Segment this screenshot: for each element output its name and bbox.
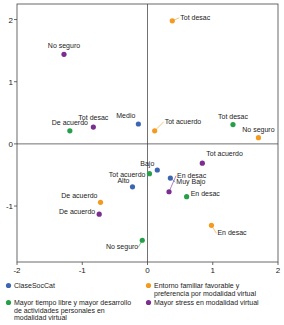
point <box>209 223 214 228</box>
zero-line-y <box>17 143 278 144</box>
x-tick <box>17 262 18 265</box>
x-tick-label: 0 <box>145 266 150 275</box>
y-tick <box>14 19 17 20</box>
point <box>147 171 152 176</box>
legend: ClaseSocCat Entorno familiar favorable yp… <box>6 282 259 321</box>
point-label: No seguro <box>48 42 80 50</box>
chart-container: -2 -1 0 1 2 -1 0 1 2 Medio Bajo Alto Muy Bajo Tot des… <box>0 0 284 325</box>
point-label: De acuerdo <box>61 192 97 199</box>
leader-line <box>169 176 176 192</box>
point-label: Tot acuerdo <box>109 171 146 178</box>
point <box>230 122 235 127</box>
x-tick-label: -1 <box>79 266 87 275</box>
x-tick <box>147 262 148 265</box>
point-label: Tot acuerdo <box>165 118 202 125</box>
legend-label: Entorno familiar favorable ypreferencia … <box>154 282 256 298</box>
point <box>155 167 160 172</box>
legend-label: Mayor tiempo libre y mayor desarrollode … <box>14 299 131 321</box>
point-label: Medio <box>116 112 135 119</box>
point-label: Alto <box>117 177 129 184</box>
point-label: Tot desac <box>78 114 108 121</box>
point-label: No seguro <box>242 126 274 134</box>
legend-line: modalidad virtual <box>14 314 67 321</box>
y-tick-label: 2 <box>9 16 14 25</box>
point-label: En desac <box>177 172 207 179</box>
point <box>130 184 135 189</box>
x-tick <box>278 262 279 265</box>
point-label: Bajo <box>140 160 154 168</box>
x-tick-label: 2 <box>276 266 281 275</box>
point-label: De acuerdo <box>59 208 95 215</box>
legend-line: Mayor stress en modalidad virtual <box>154 299 259 307</box>
y-tick-label: -1 <box>6 202 14 211</box>
point <box>91 124 96 129</box>
point <box>170 18 175 23</box>
x-tick-label: 1 <box>211 266 216 275</box>
leader-line <box>172 18 179 21</box>
legend-label: ClaseSocCat <box>14 282 55 289</box>
y-tick <box>14 81 17 82</box>
chart-svg: -2 -1 0 1 2 -1 0 1 2 Medio Bajo Alto Muy Bajo Tot des… <box>0 0 284 325</box>
legend-label: Mayor stress en modalidad virtual <box>154 299 259 307</box>
leader-line <box>138 240 142 247</box>
x-tick <box>82 262 83 265</box>
zero-line-x <box>147 4 148 262</box>
x-tick-label: -2 <box>13 266 21 275</box>
point-label: En desac <box>191 190 221 197</box>
leader-line <box>211 225 216 233</box>
leader-line <box>155 122 164 131</box>
point <box>136 121 141 126</box>
y-tick-label: 0 <box>9 140 14 149</box>
y-tick <box>14 143 17 144</box>
point <box>200 161 205 166</box>
point-label: Muy Bajo <box>176 178 205 186</box>
legend-line: ClaseSocCat <box>14 282 55 289</box>
point <box>67 128 72 133</box>
point <box>97 212 102 217</box>
point-label: Tot acuerdo <box>206 150 243 157</box>
point <box>98 200 103 205</box>
plot-area <box>17 4 278 262</box>
point <box>256 135 261 140</box>
point-labels: Medio Bajo Alto Muy Bajo Tot desac Tot acuerd… <box>48 14 275 251</box>
point <box>61 52 66 57</box>
point-label: En desac <box>217 229 247 236</box>
legend-marker <box>146 300 151 305</box>
point-label: Tot desac <box>180 14 210 21</box>
point <box>184 194 189 199</box>
point-label: Tot desac <box>218 113 248 120</box>
legend-line: preferencia por modalidad virtual <box>154 290 256 298</box>
y-tick-label: 1 <box>9 78 14 87</box>
legend-marker <box>6 300 11 305</box>
x-tick <box>212 262 213 265</box>
legend-marker <box>6 283 11 288</box>
plot-frame <box>17 4 278 262</box>
legend-marker <box>146 283 151 288</box>
y-tick <box>14 206 17 207</box>
point-label: No seguro <box>106 243 138 251</box>
